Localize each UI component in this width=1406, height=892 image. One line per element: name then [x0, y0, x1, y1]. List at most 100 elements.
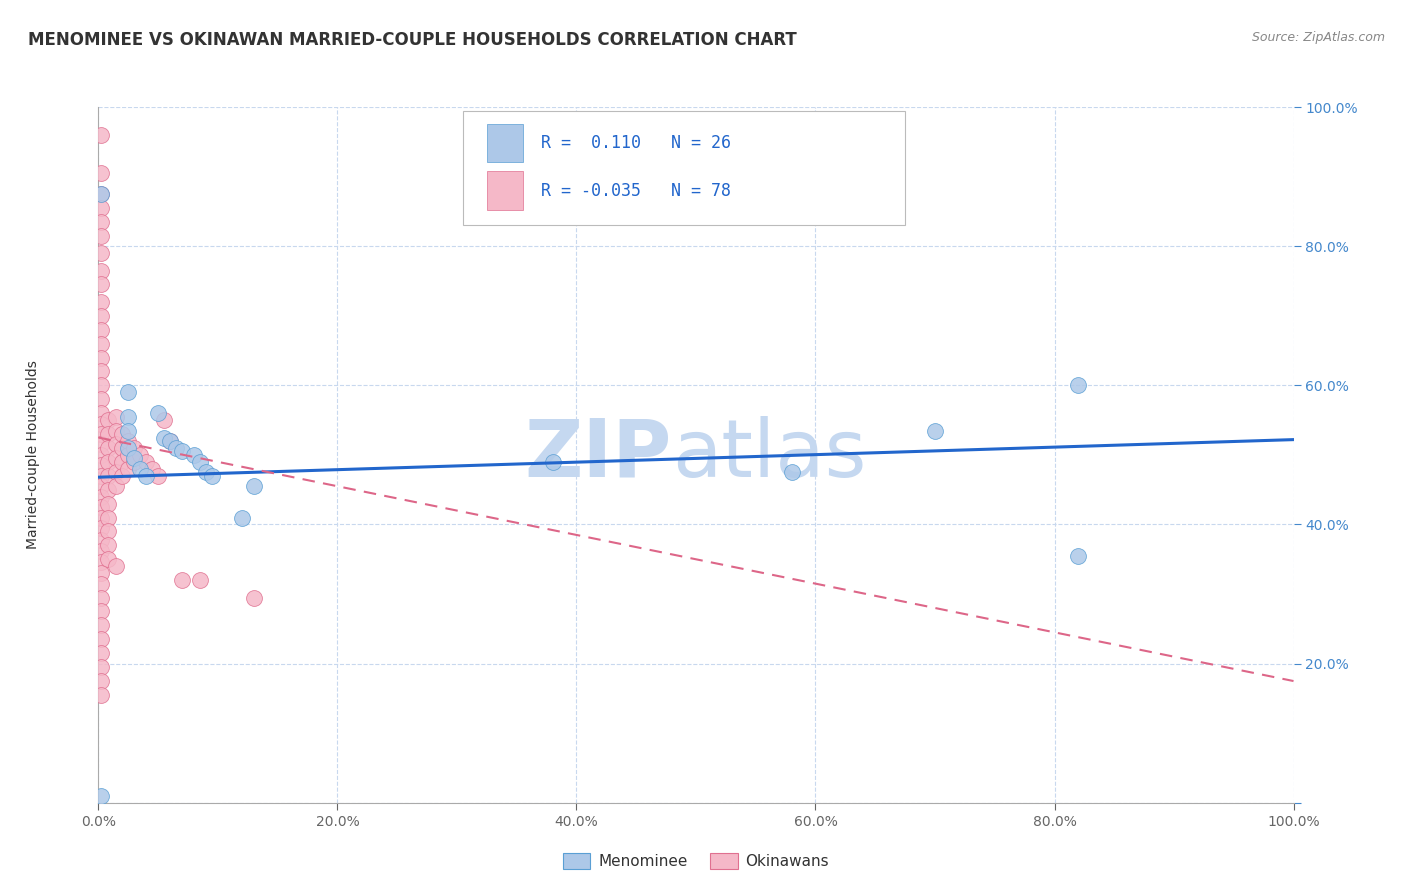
Point: [117, 385, 139, 400]
Point: [153, 431, 176, 445]
Point: [90, 500, 112, 514]
Point: [97, 413, 120, 427]
Point: [243, 479, 266, 493]
Point: [231, 510, 253, 524]
Point: [90, 544, 112, 558]
Point: [90, 566, 112, 581]
Point: [90, 201, 112, 215]
Point: [90, 618, 112, 632]
Point: [117, 424, 139, 438]
Point: [90, 479, 112, 493]
Point: [541, 455, 564, 469]
Point: [90, 427, 112, 442]
Point: [159, 434, 181, 448]
Point: [188, 455, 211, 469]
Point: [105, 559, 128, 574]
Point: [90, 277, 112, 292]
Point: [90, 632, 112, 647]
Point: [90, 128, 112, 142]
Point: [90, 674, 112, 689]
Point: [165, 441, 187, 455]
Point: [90, 437, 112, 451]
Point: [117, 409, 139, 424]
Point: [124, 451, 146, 466]
Point: [1067, 378, 1090, 392]
Text: Married-couple Households: Married-couple Households: [25, 360, 39, 549]
Point: [97, 538, 120, 552]
Point: [90, 309, 112, 323]
Point: [90, 294, 112, 309]
Point: [828, 197, 851, 211]
Point: [111, 427, 134, 442]
Point: [90, 458, 112, 473]
Point: [148, 406, 170, 420]
Point: [129, 448, 152, 462]
Point: [90, 187, 112, 202]
Legend: Menominee, Okinawans: Menominee, Okinawans: [557, 847, 835, 875]
Point: [90, 591, 112, 605]
Point: [105, 466, 128, 480]
Point: [117, 448, 139, 462]
Point: [90, 323, 112, 337]
Point: [1067, 549, 1090, 563]
FancyBboxPatch shape: [486, 171, 523, 210]
Point: [90, 246, 112, 260]
Point: [97, 441, 120, 455]
Point: [90, 215, 112, 229]
Point: [124, 455, 146, 469]
Point: [90, 406, 112, 420]
Point: [97, 455, 120, 469]
Point: [90, 468, 112, 483]
Point: [780, 466, 803, 480]
Point: [159, 434, 181, 448]
Point: [201, 468, 224, 483]
Point: [172, 444, 194, 458]
Point: [105, 451, 128, 466]
Point: [97, 510, 120, 524]
Point: [90, 577, 112, 591]
Point: [97, 427, 120, 442]
Text: Source: ZipAtlas.com: Source: ZipAtlas.com: [1251, 31, 1385, 45]
Text: R = -0.035   N = 78: R = -0.035 N = 78: [540, 182, 731, 200]
Point: [90, 364, 112, 378]
Point: [924, 424, 946, 438]
Point: [172, 573, 194, 587]
Point: [90, 378, 112, 392]
Point: [97, 497, 120, 511]
Point: [90, 533, 112, 547]
Text: atlas: atlas: [672, 416, 866, 494]
Point: [90, 521, 112, 535]
Point: [90, 646, 112, 660]
Point: [90, 605, 112, 619]
Point: [97, 552, 120, 566]
Point: [117, 434, 139, 448]
Point: [90, 789, 112, 803]
Point: [90, 187, 112, 202]
Point: [90, 351, 112, 365]
Text: MENOMINEE VS OKINAWAN MARRIED-COUPLE HOUSEHOLDS CORRELATION CHART: MENOMINEE VS OKINAWAN MARRIED-COUPLE HOU…: [28, 31, 797, 49]
Point: [111, 441, 134, 455]
Point: [111, 455, 134, 469]
Point: [90, 392, 112, 407]
Point: [90, 448, 112, 462]
Point: [90, 660, 112, 674]
Point: [135, 455, 157, 469]
Point: [105, 409, 128, 424]
Text: R =  0.110   N = 26: R = 0.110 N = 26: [540, 134, 731, 153]
Point: [135, 468, 157, 483]
Point: [148, 468, 170, 483]
Point: [105, 424, 128, 438]
Point: [90, 417, 112, 431]
Point: [97, 483, 120, 497]
Point: [90, 228, 112, 243]
Point: [90, 263, 112, 277]
Point: [243, 591, 266, 605]
Point: [153, 413, 176, 427]
Point: [105, 437, 128, 451]
Point: [97, 468, 120, 483]
Point: [90, 555, 112, 569]
Point: [129, 462, 152, 476]
Point: [117, 462, 139, 476]
Point: [183, 448, 205, 462]
FancyBboxPatch shape: [486, 124, 523, 162]
